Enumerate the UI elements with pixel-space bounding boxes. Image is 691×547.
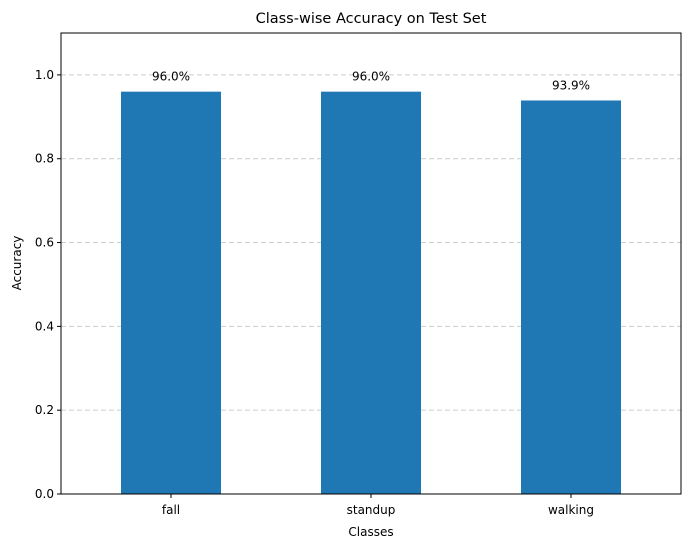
x-tick-label: fall: [162, 503, 180, 517]
bar-standup: [321, 91, 421, 494]
x-tick-label: standup: [347, 503, 396, 517]
y-tick-label: 0.2: [35, 403, 54, 417]
y-tick-label: 0.8: [35, 152, 54, 166]
y-tick-label: 0.0: [35, 487, 54, 501]
x-axis-ticks: fall standup walking: [162, 494, 594, 517]
y-axis-ticks: 0.0 0.2 0.4 0.6 0.8 1.0: [35, 68, 61, 501]
x-tick-label: walking: [548, 503, 594, 517]
chart-title: Class-wise Accuracy on Test Set: [256, 11, 487, 27]
y-tick-label: 0.4: [35, 319, 54, 333]
bar-value-label: 93.9%: [552, 78, 590, 92]
bar-value-label: 96.0%: [152, 70, 190, 84]
bar-walking: [521, 100, 621, 494]
y-axis-label: Accuracy: [10, 236, 24, 291]
y-tick-label: 1.0: [35, 68, 54, 82]
bar-value-labels: 96.0% 96.0% 93.9%: [152, 70, 590, 93]
y-tick-label: 0.6: [35, 236, 54, 250]
bars: [121, 91, 621, 494]
bar-fall: [121, 91, 221, 494]
bar-value-label: 96.0%: [352, 70, 390, 84]
x-axis-label: Classes: [348, 525, 393, 539]
